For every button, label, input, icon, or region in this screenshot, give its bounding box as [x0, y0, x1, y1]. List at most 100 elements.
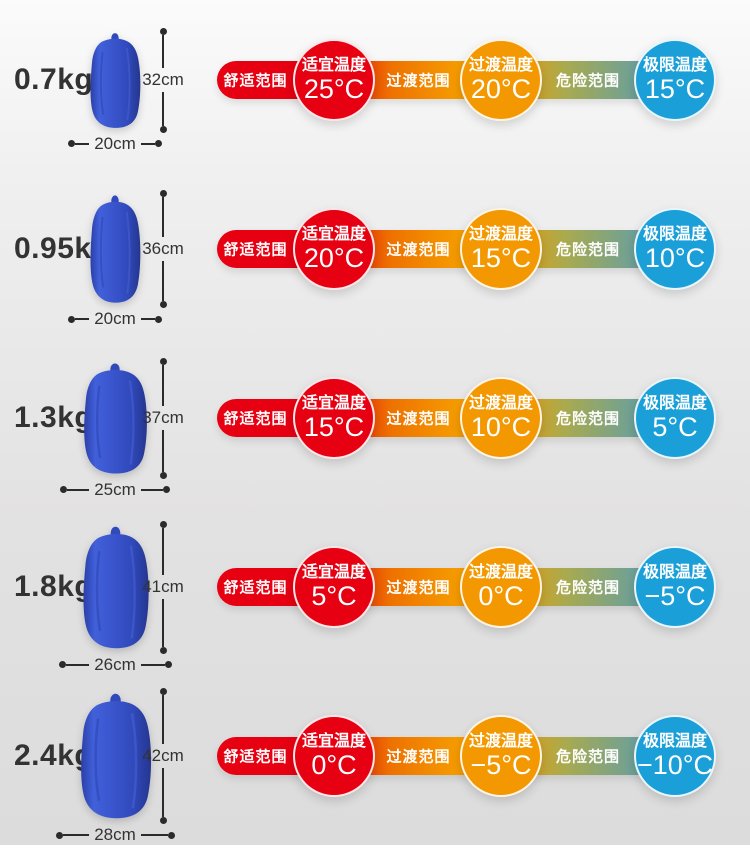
comfort-range-label: 舒适范围 — [223, 241, 288, 259]
extreme-temp-circle: 极限温度 15°C — [634, 39, 716, 121]
width-value: 25cm — [94, 479, 136, 499]
width-dimension: 20cm — [68, 134, 163, 153]
transition-range-label: 过渡范围 — [386, 748, 451, 766]
weight-label: 1.8kg — [14, 570, 94, 603]
dimension-line — [162, 599, 164, 647]
suitable-temp-value: 15°C — [303, 411, 365, 442]
height-value: 32cm — [142, 70, 184, 89]
height-dimension: 41cm — [141, 520, 185, 654]
dimension-dot — [159, 125, 167, 133]
dimension-dot — [164, 661, 172, 668]
dimension-dot — [163, 486, 171, 493]
transition-temp-circle: 过渡温度 −5°C — [460, 715, 542, 797]
dimension-dot — [159, 190, 167, 197]
suitable-temp-circle: 适宜温度 25°C — [293, 39, 375, 121]
stuff-sack-image — [89, 31, 142, 129]
weight-label: 1.3kg — [14, 401, 94, 434]
danger-range-label: 危险范围 — [555, 410, 620, 428]
danger-range-label: 危险范围 — [555, 72, 620, 90]
dimension-line — [162, 430, 164, 472]
dimension-line — [62, 834, 90, 836]
weight-label: 0.7kg — [14, 63, 94, 96]
dimension-dot — [159, 27, 167, 35]
transition-temp-value: 0°C — [478, 580, 524, 611]
dimension-dot — [68, 140, 75, 147]
comfort-range-label: 舒适范围 — [223, 72, 288, 90]
height-value: 36cm — [142, 239, 184, 258]
dimension-dot — [58, 661, 66, 668]
width-value: 26cm — [94, 654, 136, 674]
comfort-range-label: 舒适范围 — [223, 410, 288, 428]
stuff-sack-image — [89, 194, 142, 304]
suitable-temp-title: 适宜温度 — [301, 56, 366, 74]
dimension-line — [162, 768, 164, 817]
dimension-dot — [159, 688, 167, 695]
extreme-temp-title: 极限温度 — [642, 225, 707, 243]
suitable-temp-value: 0°C — [311, 749, 357, 780]
dimension-dot — [55, 831, 63, 839]
dimension-line — [162, 695, 164, 744]
dimension-line — [140, 663, 165, 666]
dimension-dot — [167, 831, 175, 839]
product-row: 1.8kg 41cm 26cm 舒适范围 过渡范围 危险范围 适宜温度 5°C … — [0, 507, 750, 676]
transition-temp-title: 过渡温度 — [468, 394, 533, 412]
transition-temp-circle: 过渡温度 10°C — [460, 377, 542, 459]
dimension-dot — [159, 471, 167, 479]
extreme-temp-title: 极限温度 — [642, 732, 707, 750]
width-dimension: 20cm — [68, 309, 163, 328]
danger-range-label: 危险范围 — [555, 579, 620, 597]
comfort-range-label: 舒适范围 — [223, 748, 288, 766]
dimension-line — [140, 142, 156, 145]
transition-temp-circle: 过渡温度 15°C — [460, 208, 542, 290]
dimension-line — [65, 663, 90, 666]
dimension-line — [140, 488, 164, 491]
height-dimension: 32cm — [141, 27, 185, 133]
extreme-temp-value: −5°C — [644, 580, 706, 611]
suitable-temp-value: 25°C — [303, 73, 365, 104]
dimension-dot — [159, 301, 167, 308]
extreme-temp-value: 10°C — [644, 242, 706, 273]
extreme-temp-value: 5°C — [652, 411, 698, 442]
width-dimension: 25cm — [60, 479, 171, 499]
temperature-bar: 舒适范围 过渡范围 危险范围 — [217, 61, 675, 99]
height-value: 42cm — [142, 746, 184, 765]
product-row: 0.7kg 32cm 20cm 舒适范围 过渡范围 危险范围 适宜温度 25°C… — [0, 0, 750, 169]
extreme-temp-circle: 极限温度 −10°C — [634, 715, 716, 797]
suitable-temp-title: 适宜温度 — [301, 225, 366, 243]
transition-temp-value: 20°C — [470, 73, 532, 104]
extreme-temp-circle: 极限温度 10°C — [634, 208, 716, 290]
dimension-dot — [159, 646, 167, 654]
transition-temp-circle: 过渡温度 0°C — [460, 546, 542, 628]
dimension-dot — [159, 817, 167, 824]
dimension-dot — [68, 315, 75, 323]
temperature-bar: 舒适范围 过渡范围 危险范围 — [217, 230, 675, 268]
comfort-range-label: 舒适范围 — [223, 579, 288, 597]
suitable-temp-circle: 适宜温度 20°C — [293, 208, 375, 290]
dimension-dot — [155, 140, 163, 147]
dimension-line — [75, 318, 90, 320]
dimension-line — [162, 527, 164, 575]
transition-temp-circle: 过渡温度 20°C — [460, 39, 542, 121]
product-row: 1.3kg 37cm 25cm 舒适范围 过渡范围 危险范围 适宜温度 15°C… — [0, 338, 750, 507]
width-dimension: 28cm — [55, 825, 175, 844]
extreme-temp-title: 极限温度 — [642, 563, 707, 581]
transition-range-label: 过渡范围 — [386, 241, 451, 259]
extreme-temp-circle: 极限温度 5°C — [634, 377, 716, 459]
extreme-temp-circle: 极限温度 −5°C — [634, 546, 716, 628]
suitable-temp-circle: 适宜温度 5°C — [293, 546, 375, 628]
dimension-line — [162, 364, 164, 406]
dimension-line — [75, 142, 90, 145]
danger-range-label: 危险范围 — [555, 748, 620, 766]
suitable-temp-title: 适宜温度 — [301, 394, 366, 412]
suitable-temp-value: 5°C — [311, 580, 357, 611]
suitable-temp-circle: 适宜温度 0°C — [293, 715, 375, 797]
transition-temp-value: 10°C — [470, 411, 532, 442]
height-dimension: 37cm — [141, 357, 185, 479]
extreme-temp-value: 15°C — [644, 73, 706, 104]
suitable-temp-value: 20°C — [303, 242, 365, 273]
transition-range-label: 过渡范围 — [386, 72, 451, 90]
temperature-bar: 舒适范围 过渡范围 危险范围 — [217, 737, 675, 775]
temperature-bar: 舒适范围 过渡范围 危险范围 — [217, 568, 675, 606]
suitable-temp-title: 适宜温度 — [301, 732, 366, 750]
